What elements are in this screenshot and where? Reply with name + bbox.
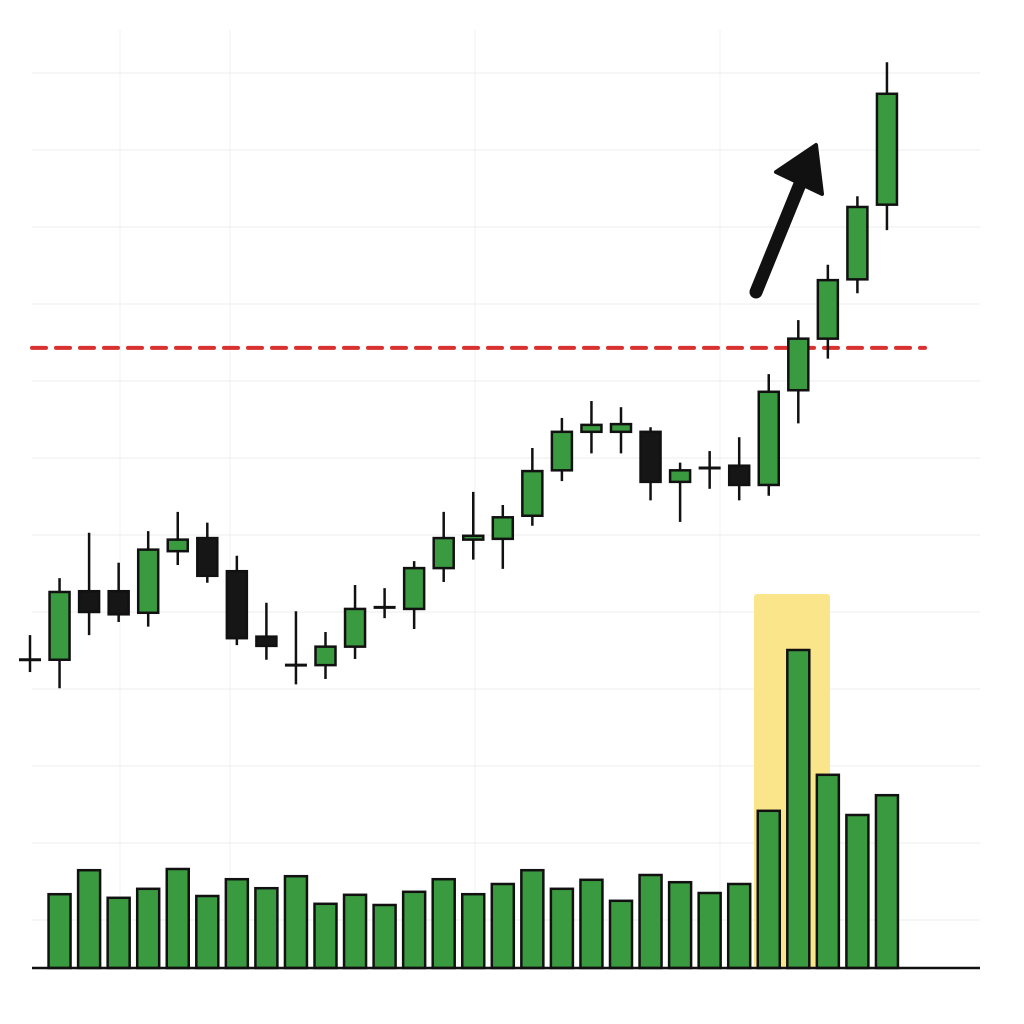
volume-bar xyxy=(135,887,161,970)
marks xyxy=(19,62,927,970)
candle-body xyxy=(166,538,189,553)
candle-body xyxy=(48,590,71,661)
arrow-head xyxy=(774,143,824,196)
candle-body xyxy=(462,534,485,541)
volume-bar xyxy=(195,894,220,970)
candle-body xyxy=(550,430,574,472)
volume-bar xyxy=(608,899,634,970)
candle-body xyxy=(314,645,337,667)
volume-bar xyxy=(313,902,338,970)
volume-bar xyxy=(549,887,575,970)
candle-body xyxy=(521,469,544,517)
volume-bar xyxy=(47,892,72,970)
arrow-shaft xyxy=(749,177,807,299)
volume-bar xyxy=(401,890,427,970)
volume-bar xyxy=(726,882,752,970)
candle-body xyxy=(255,635,278,648)
volume-bar xyxy=(490,882,516,970)
candle-body xyxy=(609,422,633,434)
candle-body xyxy=(402,566,426,611)
volume-bar xyxy=(756,809,781,970)
candle-body xyxy=(136,548,160,615)
arrow xyxy=(749,143,824,299)
candle-body xyxy=(491,516,515,541)
volume-bar xyxy=(638,873,663,970)
candle-body xyxy=(77,589,101,614)
volume-bar xyxy=(342,893,368,970)
volume-bar xyxy=(874,793,900,970)
volume-bar xyxy=(106,896,131,970)
volume-bar xyxy=(520,868,545,970)
volume-bar xyxy=(165,867,190,970)
candle-body xyxy=(816,278,840,340)
candle-body xyxy=(343,607,367,648)
volume-bar xyxy=(786,648,811,970)
volume-bar xyxy=(76,868,102,970)
volume-bar xyxy=(697,891,722,970)
volume-bar xyxy=(461,892,486,970)
volume-bar xyxy=(845,813,870,970)
candle-body xyxy=(196,536,219,578)
volume-bar xyxy=(579,878,604,970)
volume-bar xyxy=(372,903,397,970)
candle-body xyxy=(580,423,603,434)
volume-bar xyxy=(224,877,250,970)
candle-body xyxy=(432,536,455,570)
volume-bar xyxy=(283,874,309,970)
volume-bar xyxy=(254,886,279,970)
candle-body xyxy=(107,589,130,616)
candle-body xyxy=(787,337,810,392)
candle-body xyxy=(727,464,751,487)
candle-body xyxy=(846,205,869,281)
candle-body xyxy=(875,92,899,206)
candle-body xyxy=(668,469,692,484)
candle-body xyxy=(757,390,780,487)
volume-bar xyxy=(431,877,456,970)
candle-body xyxy=(639,430,662,484)
volume-bar xyxy=(815,773,841,970)
candle-body xyxy=(225,569,249,640)
volume-bar xyxy=(667,880,693,970)
